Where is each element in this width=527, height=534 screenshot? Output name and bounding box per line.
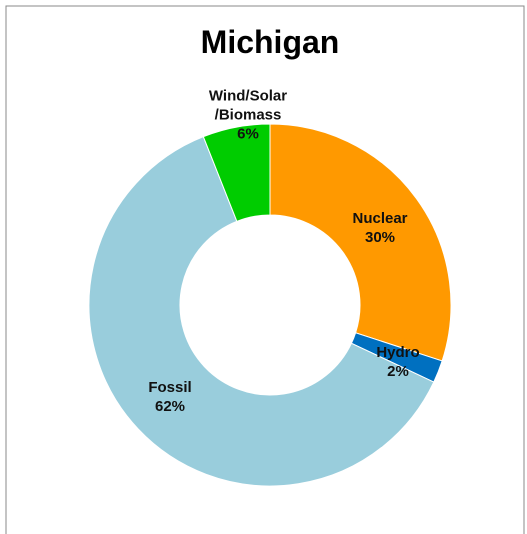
chart-title: Michigan xyxy=(200,24,340,60)
frame xyxy=(5,5,525,534)
segment-label: Nuclear 30% xyxy=(352,209,407,247)
category-label: Fossil xyxy=(148,379,192,396)
category-label: Wind/Solar /Biomass xyxy=(208,87,288,124)
donut-segment xyxy=(202,123,271,222)
segment-label: Wind/Solar /Biomass 6% xyxy=(209,87,287,144)
segment-label: Hydro 2% xyxy=(376,343,419,381)
value-label: 30% xyxy=(364,229,396,246)
donut-segment xyxy=(269,123,452,362)
value-label: 2% xyxy=(387,363,409,380)
category-label: Hydro xyxy=(376,344,420,361)
donut-segment xyxy=(88,136,435,487)
value-label: 6% xyxy=(237,125,259,143)
value-label: 62% xyxy=(154,398,186,415)
category-label: Nuclear xyxy=(352,210,408,227)
segment-label: Fossil 62% xyxy=(148,378,191,416)
